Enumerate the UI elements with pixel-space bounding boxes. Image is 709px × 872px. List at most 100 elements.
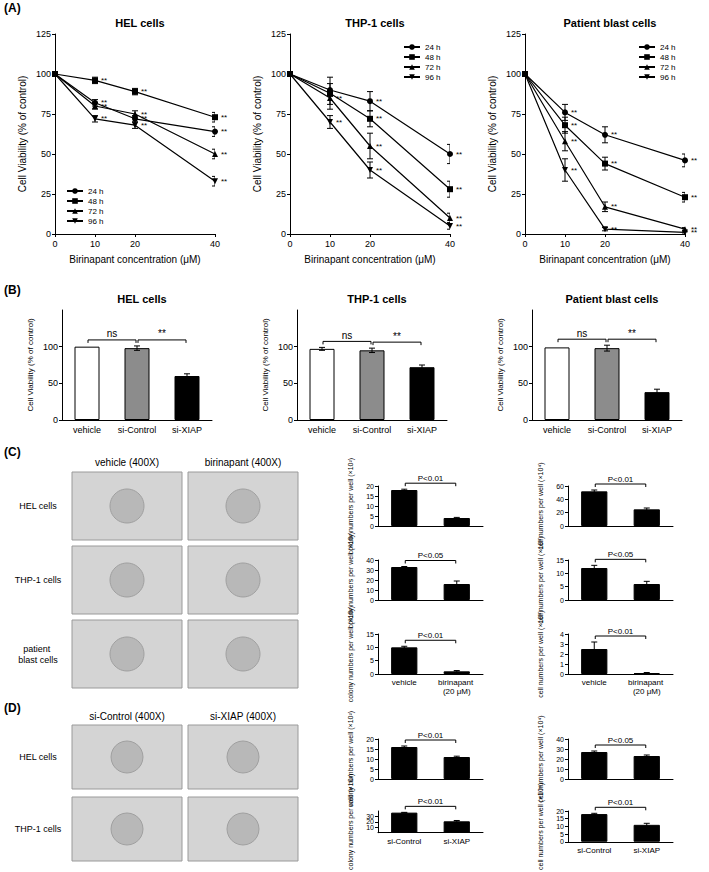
svg-text:5: 5 [560,583,564,590]
svg-text:cell numbers per well (×10⁴): cell numbers per well (×10⁴) [537,783,545,870]
svg-text:0: 0 [560,838,564,845]
svg-text:vehicle: vehicle [73,425,101,435]
svg-text:THP-1 cells: THP-1 cells [15,824,62,834]
svg-text:(A): (A) [4,1,21,15]
svg-text:HEL cells: HEL cells [117,293,166,305]
svg-text:15: 15 [366,631,374,638]
svg-text:20: 20 [366,736,374,743]
svg-text:125: 125 [271,29,286,39]
svg-text:40: 40 [680,239,690,249]
svg-text:0: 0 [370,597,374,604]
svg-text:**: ** [101,114,107,123]
svg-text:birinapant (400X): birinapant (400X) [205,457,282,468]
svg-text:24 h: 24 h [425,43,441,52]
svg-text:10: 10 [556,823,564,830]
svg-text:50: 50 [511,149,521,159]
svg-text:0: 0 [288,415,293,425]
svg-text:**: ** [611,225,617,234]
svg-text:2: 2 [560,651,564,658]
svg-text:10: 10 [556,766,564,773]
svg-text:vehicle: vehicle [543,425,571,435]
svg-text:P<0.01: P<0.01 [418,474,444,483]
svg-text:**: ** [336,118,342,127]
svg-text:**: ** [571,121,577,130]
svg-text:10: 10 [325,239,335,249]
svg-text:40: 40 [556,496,564,503]
svg-text:0: 0 [287,239,292,249]
svg-text:0: 0 [52,239,57,249]
svg-text:1: 1 [560,661,564,668]
svg-text:96 h: 96 h [425,73,441,82]
svg-text:blast cells: blast cells [18,655,58,665]
svg-text:100: 100 [43,342,58,352]
svg-text:vehicle: vehicle [392,678,417,687]
svg-text:72 h: 72 h [88,207,104,216]
svg-text:si-Control (400X): si-Control (400X) [89,711,165,722]
svg-text:24 h: 24 h [660,43,676,52]
svg-text:P<0.01: P<0.01 [608,627,634,636]
svg-text:Cell Viability (% of control): Cell Viability (% of control) [261,318,270,412]
svg-text:**: ** [611,159,617,168]
svg-text:si-XIAP: si-XIAP [172,425,202,435]
svg-text:**: ** [376,166,382,175]
svg-text:0: 0 [46,229,51,239]
svg-text:**: ** [611,130,617,139]
svg-text:**: ** [571,137,577,146]
svg-text:birinapant: birinapant [438,678,475,687]
svg-text:0: 0 [560,523,564,530]
svg-text:**: ** [101,76,107,85]
svg-text:vehicle: vehicle [582,678,607,687]
svg-text:40: 40 [445,239,455,249]
svg-text:10: 10 [556,570,564,577]
svg-text:si-XIAP: si-XIAP [407,425,437,435]
svg-text:0: 0 [281,229,286,239]
svg-text:25: 25 [511,189,521,199]
svg-text:**: ** [628,328,636,339]
svg-text:30: 30 [366,813,374,820]
svg-text:**: ** [376,114,382,123]
svg-text:25: 25 [41,189,51,199]
svg-text:75: 75 [511,109,521,119]
svg-text:10: 10 [366,644,374,651]
svg-text:**: ** [691,193,697,202]
svg-text:cell numbers per well (×10⁴): cell numbers per well (×10⁴) [537,610,545,697]
svg-text:Birinapant concentration (μM): Birinapant concentration (μM) [539,254,670,265]
svg-text:THP-1 cells: THP-1 cells [347,293,406,305]
svg-text:10: 10 [366,587,374,594]
svg-text:**: ** [221,127,227,136]
svg-text:**: ** [336,94,342,103]
svg-text:15: 15 [556,557,564,564]
svg-text:ns: ns [107,328,118,339]
svg-text:48 h: 48 h [660,53,676,62]
svg-text:30: 30 [556,746,564,753]
svg-text:125: 125 [36,29,51,39]
svg-text:**: ** [571,166,577,175]
svg-text:Birinapant concentration (μM): Birinapant concentration (μM) [69,254,200,265]
svg-text:(D): (D) [4,701,21,715]
svg-text:HEL cells: HEL cells [19,752,57,762]
svg-text:0: 0 [370,671,374,678]
svg-text:**: ** [158,328,166,339]
svg-text:50: 50 [283,378,293,388]
svg-text:125: 125 [506,29,521,39]
svg-text:100: 100 [36,69,51,79]
svg-text:Patient blast cells: Patient blast cells [566,293,659,305]
svg-text:**: ** [101,102,107,111]
svg-text:(B): (B) [4,283,21,297]
svg-text:15: 15 [556,815,564,822]
svg-text:Cell Viability (% of control): Cell Viability (% of control) [496,318,505,412]
svg-text:Cell Viability (% of control): Cell Viability (% of control) [252,76,263,193]
svg-text:**: ** [611,202,617,211]
svg-text:100: 100 [506,69,521,79]
svg-text:96 h: 96 h [660,73,676,82]
svg-text:0: 0 [370,776,374,783]
svg-text:**: ** [456,185,462,194]
svg-text:HEL cells: HEL cells [115,17,164,29]
svg-text:60: 60 [556,483,564,490]
svg-text:0: 0 [560,776,564,783]
svg-text:**: ** [221,177,227,186]
svg-text:si-XIAP: si-XIAP [642,425,672,435]
svg-text:**: ** [456,150,462,159]
svg-text:10: 10 [366,756,374,763]
svg-text:**: ** [376,142,382,151]
